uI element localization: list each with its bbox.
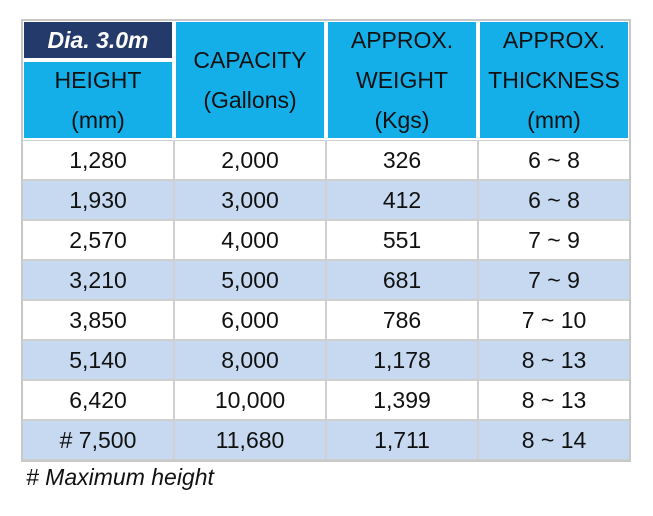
header-text: APPROX. <box>502 27 606 53</box>
table-cell: 3,000 <box>174 180 326 220</box>
header-text: (Gallons) <box>203 87 297 113</box>
table-cell: 8 ~ 14 <box>478 420 630 460</box>
header-text: HEIGHT <box>54 67 142 93</box>
table-cell: 681 <box>326 260 478 300</box>
header-cell: APPROX. THICKNESS (mm) <box>478 20 630 140</box>
table-cell: 3,210 <box>22 260 174 300</box>
table-cell: 7 ~ 9 <box>478 220 630 260</box>
table-cell: 326 <box>326 140 478 180</box>
footnote: # Maximum height <box>26 464 214 490</box>
table-cell: 1,711 <box>326 420 478 460</box>
header-text: (mm) <box>527 107 581 133</box>
header-text: (mm) <box>71 107 125 133</box>
table-cell: 786 <box>326 300 478 340</box>
header-cell: APPROX. WEIGHT (Kgs) <box>326 20 478 140</box>
table-cell: 8 ~ 13 <box>478 380 630 420</box>
table-cell: 6,420 <box>22 380 174 420</box>
table-cell: 2,000 <box>174 140 326 180</box>
table-cell: 10,000 <box>174 380 326 420</box>
table-cell: 6 ~ 8 <box>478 140 630 180</box>
table-cell: 3,850 <box>22 300 174 340</box>
table-cell: 5,140 <box>22 340 174 380</box>
table-cell: 1,280 <box>22 140 174 180</box>
table-cell: 1,930 <box>22 180 174 220</box>
badge: Dia. 3.0m <box>24 22 172 58</box>
header-text: APPROX. <box>350 27 454 53</box>
table-cell: 7 ~ 9 <box>478 260 630 300</box>
header-text: (Kgs) <box>374 107 430 133</box>
table-cell: 11,680 <box>174 420 326 460</box>
table-cell: 6 ~ 8 <box>478 180 630 220</box>
header-cell: HEIGHT (mm) <box>22 60 174 140</box>
table-cell: 5,000 <box>174 260 326 300</box>
table-cell: 8 ~ 13 <box>478 340 630 380</box>
table-cell: 1,178 <box>326 340 478 380</box>
header-cell: CAPACITY (Gallons) <box>174 20 326 140</box>
table-cell: 8,000 <box>174 340 326 380</box>
table-cell: 1,399 <box>326 380 478 420</box>
header-text: WEIGHT <box>356 67 448 93</box>
table-cell: 7 ~ 10 <box>478 300 630 340</box>
table-cell: 2,570 <box>22 220 174 260</box>
header-text: THICKNESS <box>488 67 620 93</box>
header-text: CAPACITY <box>193 47 307 73</box>
table-cell: # 7,500 <box>22 420 174 460</box>
table-cell: 6,000 <box>174 300 326 340</box>
table-cell: 4,000 <box>174 220 326 260</box>
table-cell: 412 <box>326 180 478 220</box>
table-cell: 551 <box>326 220 478 260</box>
